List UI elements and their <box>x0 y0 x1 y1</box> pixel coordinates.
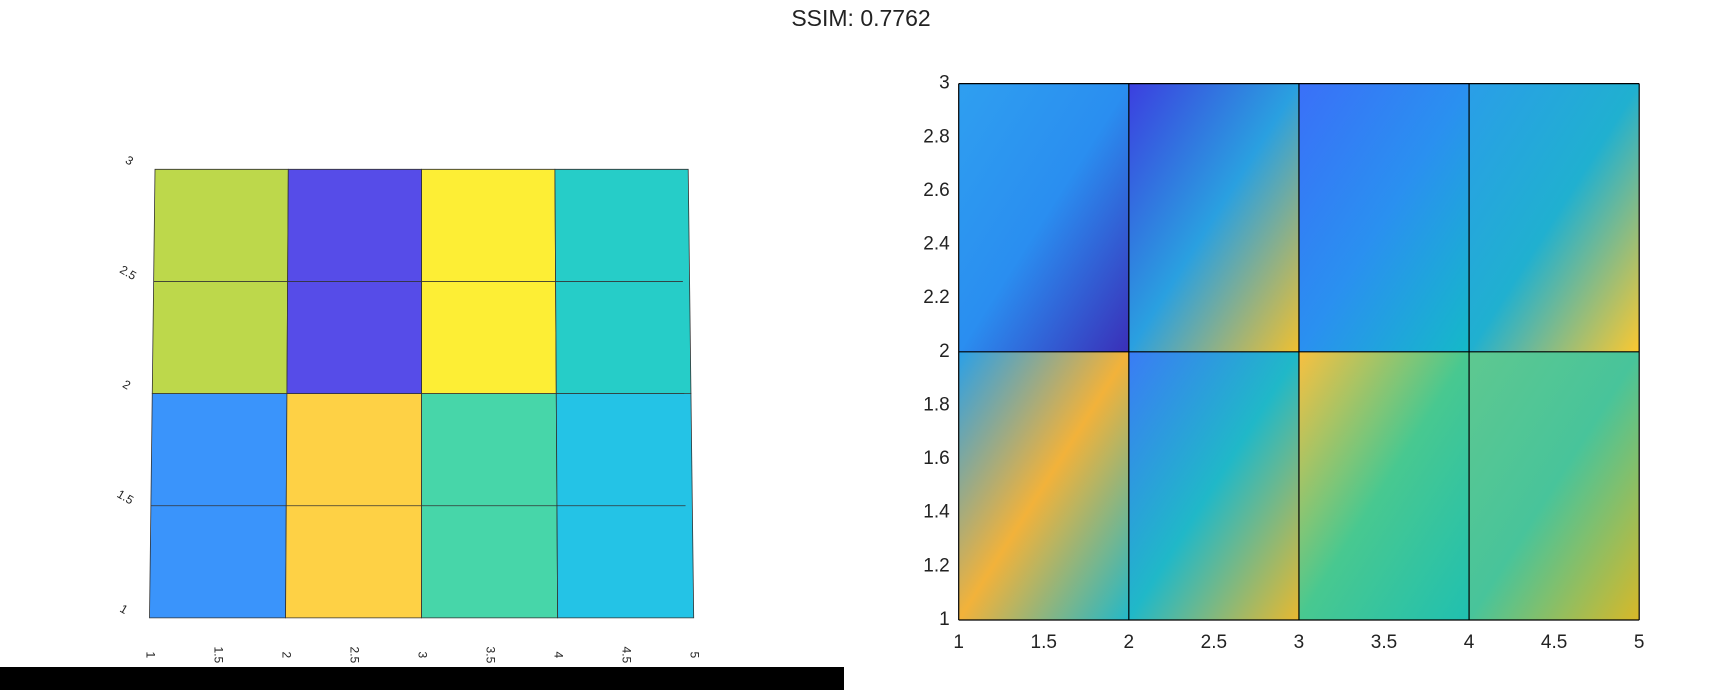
y-tick-label: 2 <box>120 377 133 393</box>
x-tick-label: 3.5 <box>1371 632 1397 653</box>
surface-cell <box>958 83 1129 352</box>
x-tick-label: 5 <box>688 652 702 659</box>
black-bar <box>0 667 844 690</box>
y-tick-label: 1.2 <box>923 555 949 576</box>
surface-cell <box>1469 83 1640 352</box>
x-tick-label: 5 <box>1634 632 1645 653</box>
surface-cell <box>1298 83 1470 352</box>
y-tick-label: 2.2 <box>923 287 949 308</box>
x-tick-label: 2.5 <box>347 647 361 664</box>
x-tick-label: 2.5 <box>1201 632 1227 653</box>
x-tick-label: 2 <box>279 652 293 659</box>
y-tick-label: 2.6 <box>923 180 949 201</box>
x-tick-label: 3 <box>1294 632 1305 653</box>
y-tick-label: 3 <box>939 73 950 94</box>
x-tick-label: 3.5 <box>483 647 497 664</box>
y-tick-label: 2.8 <box>923 126 949 147</box>
surface-cell <box>1298 351 1470 620</box>
y-tick-label: 1 <box>939 609 950 630</box>
y-tick-label: 1.4 <box>923 502 950 523</box>
surface-cell <box>1128 351 1299 620</box>
y-tick-label: 2.4 <box>923 234 950 255</box>
y-tick-label: 1.6 <box>923 448 949 469</box>
y-tick-label: 2 <box>939 341 950 362</box>
x-tick-label: 2 <box>1124 632 1135 653</box>
figure-title: SSIM: 0.7762 <box>791 5 930 31</box>
y-tick-label: 3 <box>123 153 136 169</box>
y-tick-label: 2.5 <box>117 262 139 283</box>
x-tick-label: 3 <box>415 652 429 659</box>
surface-cell <box>958 351 1129 620</box>
surface-cell <box>1469 351 1640 620</box>
x-tick-label: 4.5 <box>1541 632 1567 653</box>
x-tick-label: 1 <box>143 652 157 659</box>
x-tick-label: 1.5 <box>211 647 225 664</box>
y-tick-label: 1.8 <box>923 394 949 415</box>
x-tick-label: 4 <box>551 652 565 659</box>
x-tick-label: 4.5 <box>620 647 634 664</box>
y-tick-label: 1 <box>118 601 131 617</box>
y-tick-label: 1.5 <box>115 487 137 508</box>
x-tick-label: 4 <box>1464 632 1475 653</box>
x-tick-label: 1.5 <box>1031 632 1057 653</box>
x-tick-label: 1 <box>953 632 964 653</box>
surface-cell <box>1128 83 1299 352</box>
